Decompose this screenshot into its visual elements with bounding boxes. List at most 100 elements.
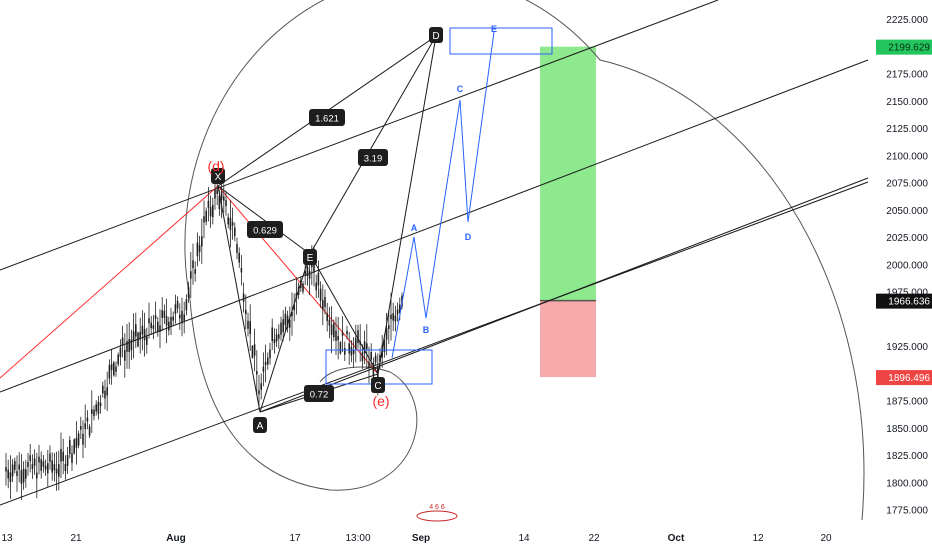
candle-body	[25, 469, 27, 479]
candle-body	[20, 470, 23, 484]
candle-body	[350, 346, 353, 356]
candle-body	[126, 341, 128, 352]
candle-body	[49, 453, 51, 462]
candle-body	[234, 227, 236, 237]
candle-body	[385, 328, 388, 340]
candle-body	[69, 440, 71, 454]
candle-body	[176, 300, 179, 309]
candle-body	[132, 331, 135, 341]
candle-body	[225, 200, 227, 207]
candle-body	[190, 271, 192, 279]
target-box	[449, 27, 553, 55]
ratio-badge	[247, 221, 283, 238]
candle-body	[174, 304, 177, 314]
price-tag-label: 1896.496	[888, 373, 930, 384]
candle-body	[113, 362, 115, 376]
candle-body	[366, 343, 368, 350]
price-tag-bg	[876, 370, 932, 386]
y-tick-label: 1800.000	[886, 478, 928, 489]
candle-body	[187, 287, 190, 298]
candle-body	[308, 270, 311, 279]
ratio-label: 3.19	[364, 154, 383, 165]
candle-body	[170, 317, 172, 326]
y-tick-label: 2000.000	[886, 260, 928, 271]
candle-body	[42, 461, 45, 467]
candle-body	[267, 357, 269, 365]
candle-body	[293, 304, 295, 311]
candle-body	[40, 459, 42, 471]
candle-body	[282, 319, 284, 333]
candle-body	[86, 417, 89, 422]
candle-body	[278, 334, 280, 339]
pattern-leg	[217, 185, 311, 255]
channel-line	[0, 59, 869, 393]
candle-body	[146, 336, 148, 345]
candle-body	[152, 325, 155, 329]
candle-body	[392, 313, 394, 321]
candle-body	[374, 355, 377, 363]
candle-body	[31, 464, 34, 470]
stop-zone	[540, 300, 596, 378]
pattern-point-d-badge	[429, 27, 443, 43]
candle-body	[66, 455, 69, 466]
y-tick-label: 1975.000	[886, 288, 928, 299]
candle-body	[64, 463, 67, 471]
candle-body	[253, 344, 256, 356]
candle-body	[97, 401, 100, 414]
candle-body	[22, 468, 25, 483]
candle-body	[394, 315, 397, 322]
candle-body	[161, 310, 163, 318]
pattern-point-c-badge	[371, 377, 385, 393]
candle-body	[157, 321, 159, 333]
price-tag-bg	[876, 39, 932, 55]
x-tick-label: 17	[289, 533, 301, 544]
candle-body	[322, 300, 324, 310]
ratio-badge	[358, 149, 388, 166]
candle-body	[245, 309, 247, 315]
candle-body	[203, 216, 205, 223]
candle-body	[220, 191, 223, 200]
candle-body	[271, 327, 273, 342]
candle-body	[47, 463, 49, 474]
candle-body	[36, 472, 38, 479]
y-tick-label: 1775.000	[886, 506, 928, 517]
pattern-point-e-badge	[303, 249, 317, 265]
candle-body	[209, 206, 212, 217]
pattern-point-x: X	[215, 172, 222, 183]
watermark-text: 4 6 6	[429, 504, 445, 511]
candle-body	[330, 324, 333, 335]
candle-body	[218, 195, 221, 210]
ratio-label: 0.72	[310, 390, 329, 401]
candle-body	[135, 324, 137, 337]
candle-body	[363, 341, 366, 354]
x-tick-label: Oct	[668, 533, 685, 544]
candle-body	[201, 236, 203, 247]
channel-line	[0, 0, 719, 271]
candle-body	[291, 311, 293, 317]
candle-body	[185, 299, 188, 311]
x-tick-label: 20	[820, 533, 832, 544]
candle-body	[304, 271, 306, 275]
candle-body	[333, 323, 335, 338]
projection-label-c: C	[457, 84, 464, 94]
candle-body	[33, 458, 36, 466]
candle-body	[130, 339, 133, 351]
pattern-leg	[377, 35, 437, 375]
candle-body	[300, 280, 302, 289]
candle-body	[227, 217, 229, 225]
candle-body	[317, 272, 320, 286]
candle-body	[181, 310, 183, 324]
candle-body	[311, 263, 313, 268]
candle-body	[128, 339, 130, 353]
candle-body	[251, 345, 254, 359]
candle-body	[198, 245, 201, 252]
candle-body	[38, 456, 40, 463]
candle-body	[249, 321, 251, 335]
pattern-point-e: E	[307, 253, 314, 264]
y-tick-label: 2100.000	[886, 151, 928, 162]
candle-body	[377, 367, 379, 382]
candle-body	[7, 469, 9, 479]
candle-body	[53, 464, 56, 471]
